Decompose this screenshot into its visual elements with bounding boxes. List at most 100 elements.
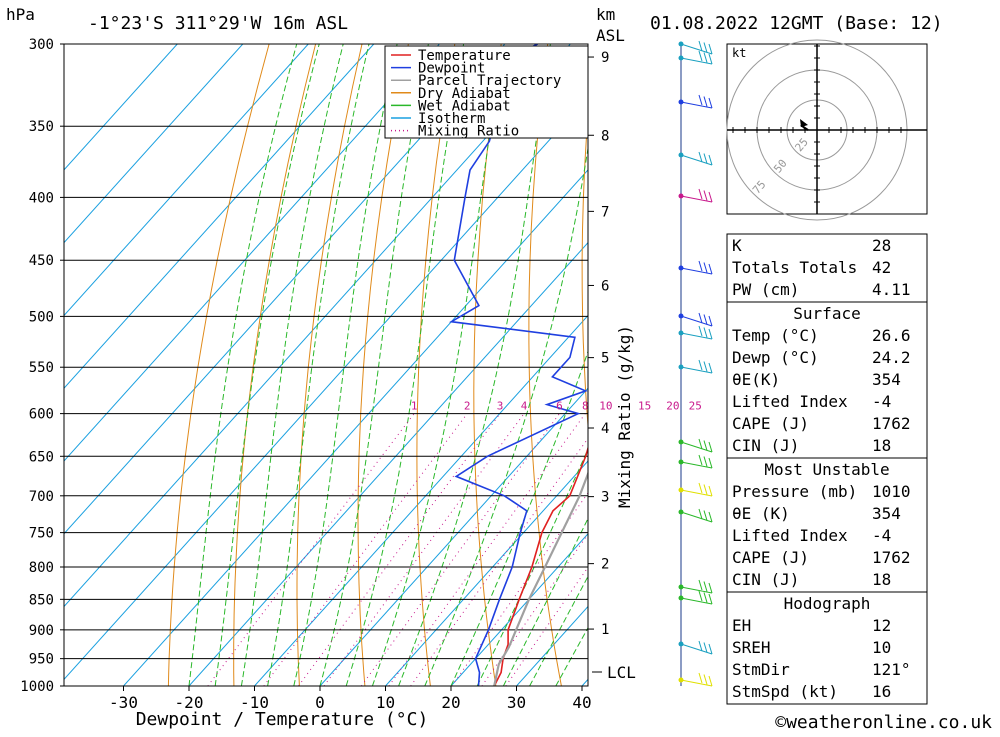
isotherm-line bbox=[0, 44, 505, 686]
index-value: 121° bbox=[872, 660, 911, 679]
index-value: 18 bbox=[872, 570, 891, 589]
wind-barb-feather bbox=[709, 583, 712, 593]
index-label: StmSpd (kt) bbox=[732, 682, 838, 701]
index-value: -4 bbox=[872, 526, 891, 545]
wind-barb-feather bbox=[704, 675, 707, 685]
credit: ©weatheronline.co.uk bbox=[775, 712, 992, 733]
dry-adiabat-line bbox=[919, 44, 1000, 686]
height-tick-label: 1 bbox=[601, 622, 609, 638]
wind-barb-feather bbox=[704, 582, 707, 592]
wind-barb-staff bbox=[681, 644, 712, 654]
profiles bbox=[451, 44, 683, 686]
wind-barb-feather bbox=[704, 53, 707, 63]
temperature-tick-label: 30 bbox=[507, 693, 526, 712]
wind-barb-feather bbox=[709, 442, 712, 452]
index-value: 12 bbox=[872, 616, 891, 635]
mixing-ratio-value: 15 bbox=[638, 400, 651, 413]
wind-barb-feather bbox=[709, 644, 712, 654]
wind-barb-staff bbox=[681, 367, 712, 373]
wet-adiabat-line bbox=[215, 44, 319, 686]
index-value: 354 bbox=[872, 370, 901, 389]
wind-barb-feather bbox=[704, 511, 707, 521]
mixing-ratio-value: 10 bbox=[599, 400, 612, 413]
dry-adiabat-line bbox=[634, 44, 693, 686]
index-label: Lifted Index bbox=[732, 392, 848, 411]
wind-barb-feather bbox=[709, 363, 712, 373]
x-axis-label: Dewpoint / Temperature (°C) bbox=[136, 709, 429, 730]
pressure-tick-label: 650 bbox=[29, 449, 54, 465]
wind-barb-feather bbox=[699, 591, 702, 601]
mixing-ratio-line bbox=[299, 414, 501, 686]
wind-barb-feather bbox=[709, 44, 712, 54]
wind-barb-feather bbox=[699, 580, 702, 590]
wind-barb-feather bbox=[709, 316, 712, 326]
wind-barb-feather bbox=[699, 455, 702, 465]
wind-barb-staff bbox=[681, 155, 712, 165]
isobars bbox=[60, 44, 588, 686]
index-label: EH bbox=[732, 616, 751, 635]
isotherm-line bbox=[58, 44, 636, 686]
index-label: SREH bbox=[732, 638, 771, 657]
wind-barb-feather bbox=[699, 326, 702, 336]
mixing-ratio-value: 25 bbox=[689, 400, 702, 413]
index-label: CAPE (J) bbox=[732, 548, 809, 567]
index-label: PW (cm) bbox=[732, 280, 799, 299]
pressure-tick-label: 950 bbox=[29, 652, 54, 668]
section-title: Surface bbox=[793, 304, 860, 323]
index-label: CIN (J) bbox=[732, 436, 799, 455]
wind-barb-staff bbox=[681, 462, 712, 468]
wind-barb-feather bbox=[709, 155, 712, 165]
mixing-ratio-line bbox=[389, 414, 585, 686]
wind-barb-staff bbox=[681, 44, 712, 54]
wind-barbs bbox=[679, 41, 713, 686]
index-value: 1762 bbox=[872, 414, 911, 433]
mixing-ratio-axis-label: Mixing Ratio (g/kg) bbox=[615, 325, 634, 508]
height-tick-label: 3 bbox=[601, 490, 609, 506]
index-value: 16 bbox=[872, 682, 891, 701]
wind-barb-staff bbox=[681, 598, 712, 604]
wet-adiabat-line bbox=[425, 44, 604, 686]
index-value: 28 bbox=[872, 236, 891, 255]
index-value: 10 bbox=[872, 638, 891, 657]
index-value: 1762 bbox=[872, 548, 911, 567]
datetime-title: 01.08.2022 12GMT (Base: 12) bbox=[650, 13, 943, 34]
hodograph-unit: kt bbox=[732, 46, 746, 60]
mixing-ratio-line bbox=[361, 414, 559, 686]
wet-adiabat-line bbox=[241, 44, 343, 686]
wind-barb-staff bbox=[681, 58, 712, 64]
index-label: CIN (J) bbox=[732, 570, 799, 589]
legend-label: Mixing Ratio bbox=[418, 124, 519, 140]
wind-barb-staff bbox=[681, 316, 712, 326]
hpa-unit: hPa bbox=[6, 5, 35, 24]
section-title: Hodograph bbox=[784, 594, 871, 613]
wind-barb-feather bbox=[704, 643, 707, 653]
isotherm-line bbox=[0, 44, 374, 686]
temperature-tick-label: -30 bbox=[109, 693, 138, 712]
wind-barb-feather bbox=[709, 458, 712, 468]
wind-barb-feather bbox=[699, 51, 702, 61]
wind-barb-feather bbox=[704, 593, 707, 603]
mixing-ratio-value: 20 bbox=[666, 400, 679, 413]
pressure-tick-label: 400 bbox=[29, 190, 54, 206]
dry-adiabat-line bbox=[358, 44, 408, 686]
wind-barb-feather bbox=[699, 95, 702, 105]
wind-barb-feather bbox=[704, 43, 707, 53]
height-tick-label: 8 bbox=[601, 128, 609, 144]
index-label: Pressure (mb) bbox=[732, 482, 857, 501]
index-value: 1010 bbox=[872, 482, 911, 501]
wind-barb-staff bbox=[681, 268, 712, 274]
index-label: Lifted Index bbox=[732, 526, 848, 545]
wind-barb-feather bbox=[704, 328, 707, 338]
wind-barb-feather bbox=[704, 362, 707, 372]
wind-barb-feather bbox=[704, 97, 707, 107]
wind-barb-staff bbox=[681, 102, 712, 108]
wind-barb-feather bbox=[704, 441, 707, 451]
pressure-tick-label: 550 bbox=[29, 360, 54, 376]
height-tick-label: 2 bbox=[601, 557, 609, 573]
dry-adiabat-line bbox=[234, 44, 316, 686]
